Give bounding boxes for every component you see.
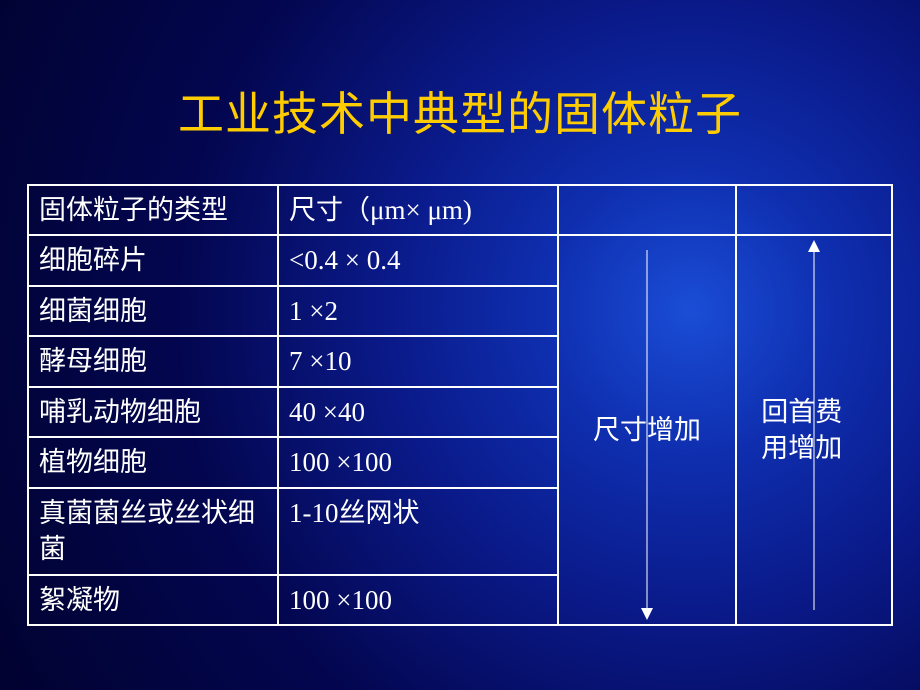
cell-size: 7 ×10 [278,336,558,386]
cell-size: <0.4 × 0.4 [278,235,558,285]
header-empty-2 [736,185,892,235]
arrow-up-head-icon [808,240,820,252]
header-size: 尺寸（μm× μm) [278,185,558,235]
slide-title: 工业技术中典型的固体粒子 [0,0,920,184]
cell-type: 酵母细胞 [28,336,278,386]
cost-increase-label: 回首费用增加 [757,394,870,467]
particle-table: 固体粒子的类型 尺寸（μm× μm) 细胞碎片 <0.4 × 0.4 尺寸增加 … [27,184,893,626]
header-type: 固体粒子的类型 [28,185,278,235]
size-increase-label: 尺寸增加 [589,412,705,448]
size-increase-cell: 尺寸增加 [558,235,736,625]
header-empty-1 [558,185,736,235]
table-header-row: 固体粒子的类型 尺寸（μm× μm) [28,185,892,235]
cell-type: 哺乳动物细胞 [28,387,278,437]
cell-size: 100 ×100 [278,437,558,487]
cell-type: 真菌菌丝或丝状细菌 [28,488,278,575]
cell-type: 植物细胞 [28,437,278,487]
cell-type: 絮凝物 [28,575,278,625]
arrow-down-head-icon [641,608,653,620]
cell-type: 细菌细胞 [28,286,278,336]
cell-size: 40 ×40 [278,387,558,437]
cell-type: 细胞碎片 [28,235,278,285]
cell-size: 100 ×100 [278,575,558,625]
table-row: 细胞碎片 <0.4 × 0.4 尺寸增加 回首费用增加 [28,235,892,285]
cost-increase-cell: 回首费用增加 [736,235,892,625]
cell-size: 1 ×2 [278,286,558,336]
cell-size: 1-10丝网状 [278,488,558,575]
